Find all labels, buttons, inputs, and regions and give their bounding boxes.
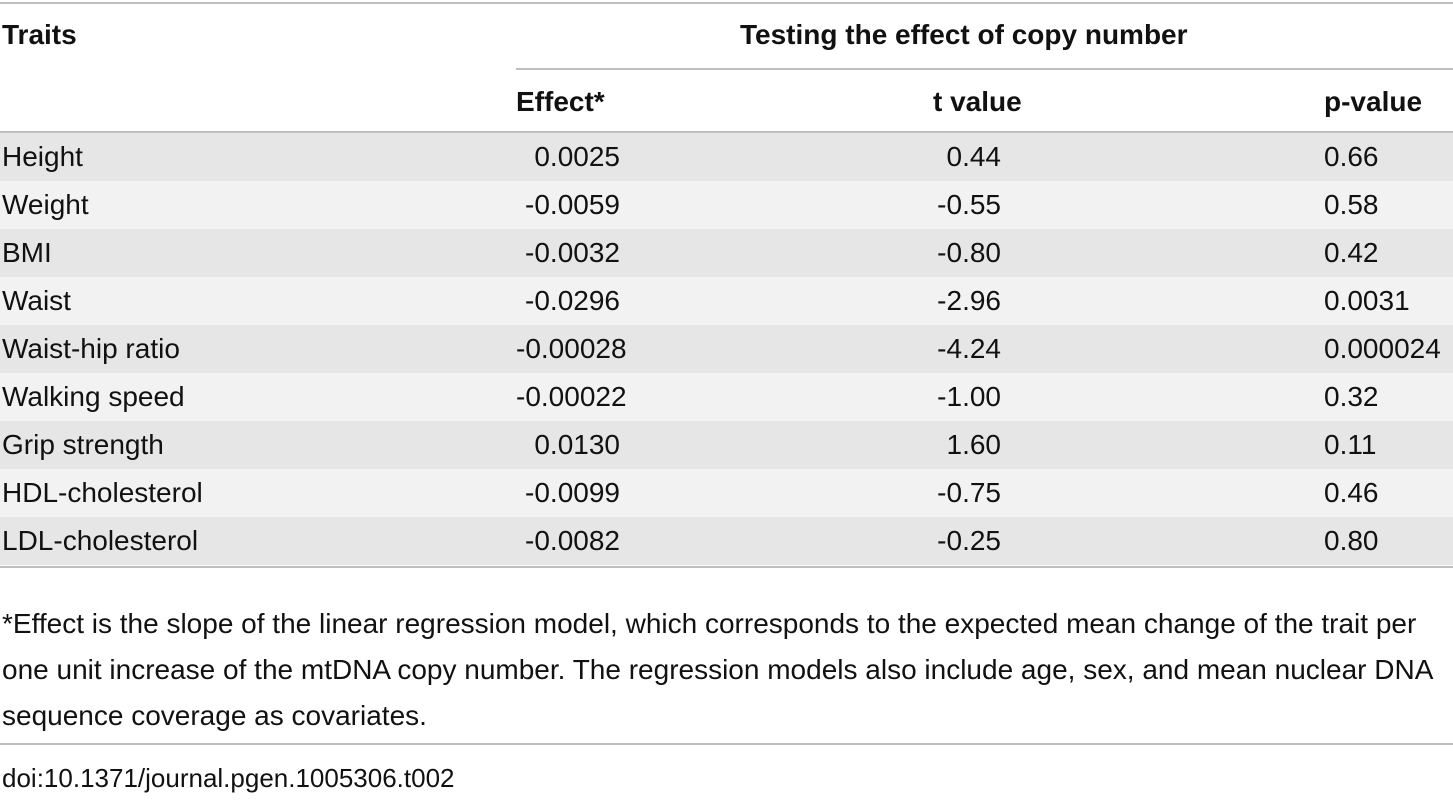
p-value-cell: 0.42 — [1324, 237, 1379, 268]
table-row: Weight -0.0059 -0.55 0.58 — [0, 181, 1453, 229]
group-underline — [516, 68, 1453, 70]
trait-cell: Walking speed — [2, 381, 185, 412]
p-value-cell: 0.80 — [1324, 525, 1379, 556]
t-value-cell: -0.80 — [937, 237, 1001, 268]
trait-cell: HDL-cholesterol — [2, 477, 203, 508]
trait-cell: Waist — [2, 285, 71, 316]
t-value-cell: -0.55 — [937, 189, 1001, 220]
p-value-cell: 0.32 — [1324, 381, 1379, 412]
trait-cell: BMI — [2, 237, 52, 268]
effect-cell: -0.0032 — [525, 237, 620, 268]
t-value-cell: -2.96 — [937, 285, 1001, 316]
footnote: *Effect is the slope of the linear regre… — [2, 608, 1432, 731]
effect-cell: -0.0059 — [525, 189, 620, 220]
p-value-cell: 0.46 — [1324, 477, 1379, 508]
p-value-cell: 0.11 — [1324, 429, 1377, 460]
footer-rule — [0, 743, 1453, 745]
effect-cell: -0.0082 — [525, 525, 620, 556]
t-value-cell: -1.00 — [937, 381, 1001, 412]
table-row: LDL-cholesterol -0.0082 -0.25 0.80 — [0, 517, 1453, 565]
t-value-cell: 0.44 — [946, 141, 1002, 172]
p-value-cell: 0.66 — [1324, 141, 1379, 172]
trait-cell: Height — [2, 141, 83, 172]
p-value-cell: 0.000024 — [1324, 333, 1441, 364]
effect-cell: -0.00028 — [516, 333, 627, 364]
table-row: Walking speed -0.00022 -1.00 0.32 — [0, 373, 1453, 421]
header-group-title: Testing the effect of copy number — [740, 19, 1188, 50]
table-row: Waist -0.0296 -2.96 0.0031 — [0, 277, 1453, 325]
header-effect: Effect* — [516, 86, 605, 117]
trait-cell: Grip strength — [2, 429, 164, 460]
effect-cell: 0.0130 — [534, 429, 620, 460]
header-bottom-rule — [0, 131, 1453, 133]
trait-cell: LDL-cholesterol — [2, 525, 199, 556]
t-value-cell: -4.24 — [937, 333, 1001, 364]
p-value-cell: 0.0031 — [1324, 285, 1410, 316]
effect-cell: 0.0025 — [534, 141, 620, 172]
table-row: Height 0.0025 0.44 0.66 — [0, 133, 1453, 181]
t-value-cell: -0.25 — [937, 525, 1001, 556]
table-row: Waist-hip ratio -0.00028 -4.24 0.000024 — [0, 325, 1453, 373]
effect-cell: -0.00022 — [516, 381, 627, 412]
header-p-value: p-value — [1324, 86, 1423, 117]
header-t-value: t value — [933, 86, 1022, 117]
table-row: BMI -0.0032 -0.80 0.42 — [0, 229, 1453, 277]
header-traits: Traits — [2, 19, 77, 50]
table-row: Grip strength 0.0130 1.60 0.11 — [0, 421, 1453, 469]
t-value-cell: 1.60 — [946, 429, 1002, 460]
t-value-cell: -0.75 — [937, 477, 1001, 508]
trait-cell: Waist-hip ratio — [2, 333, 180, 364]
table-row: HDL-cholesterol -0.0099 -0.75 0.46 — [0, 469, 1453, 517]
trait-cell: Weight — [2, 189, 89, 220]
doi-text: doi:10.1371/journal.pgen.1005306.t002 — [2, 763, 455, 793]
p-value-cell: 0.58 — [1324, 189, 1379, 220]
effect-cell: -0.0099 — [525, 477, 620, 508]
effect-cell: -0.0296 — [525, 285, 620, 316]
table-bottom-rule — [0, 566, 1453, 568]
table-top-rule — [0, 2, 1453, 4]
